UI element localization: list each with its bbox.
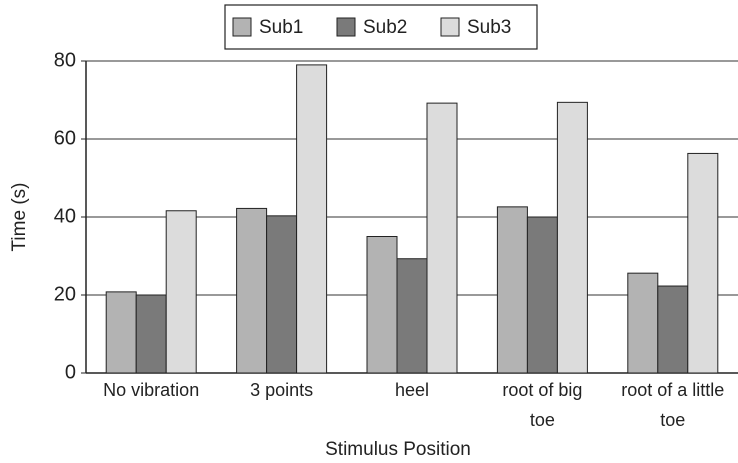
legend-swatch <box>440 17 460 37</box>
x-tick-label: No vibration <box>103 380 200 400</box>
legend-label: Sub3 <box>467 17 511 38</box>
bar <box>426 102 458 374</box>
bar <box>496 206 528 374</box>
y-tick-label: 0 <box>65 361 76 383</box>
y-tick-label: 60 <box>54 127 76 149</box>
x-tick-label: root of a little toe <box>621 380 725 430</box>
bar <box>236 207 268 374</box>
bar <box>165 210 197 374</box>
bar <box>526 216 558 374</box>
bar <box>366 236 398 374</box>
legend-label: Sub2 <box>363 17 407 38</box>
bar <box>396 258 428 374</box>
bar <box>657 285 689 374</box>
y-tick-label: 80 <box>54 49 76 71</box>
y-axis-label: Time (s) <box>9 183 30 252</box>
y-tick-label: 20 <box>54 283 76 305</box>
bar <box>687 152 719 374</box>
x-tick-label: root of big toe <box>502 380 583 430</box>
y-tick-label: 40 <box>54 205 76 227</box>
bar <box>105 291 137 374</box>
x-tick-label: heel <box>394 380 430 400</box>
legend-swatch <box>336 17 356 37</box>
bar <box>296 64 328 374</box>
bar <box>556 101 588 374</box>
bar <box>266 215 298 374</box>
legend-box <box>224 4 538 50</box>
legend-swatch <box>232 17 252 37</box>
x-tick-label: 3 points <box>250 380 314 400</box>
bar <box>135 294 167 374</box>
x-axis-label: Stimulus Position <box>325 439 471 460</box>
bar <box>627 272 659 374</box>
legend-label: Sub1 <box>259 17 303 38</box>
